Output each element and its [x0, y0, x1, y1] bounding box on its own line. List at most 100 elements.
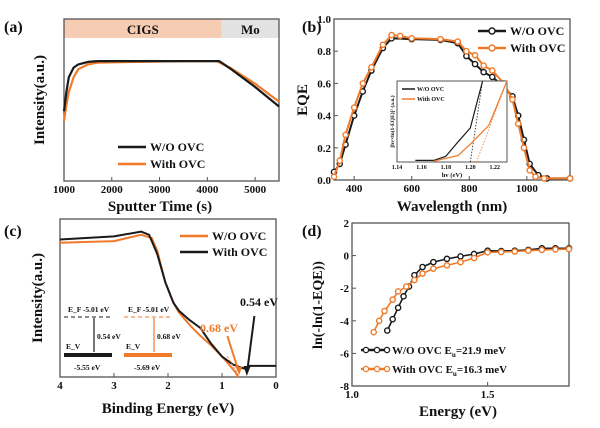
black-arrow-head	[243, 366, 251, 376]
data-point-orange	[375, 317, 383, 325]
data-point-orange	[538, 246, 546, 254]
panel-label-d: (d)	[302, 223, 322, 240]
data-point-black	[389, 315, 396, 323]
y-tick-label: 0.2	[317, 143, 331, 155]
valence-band-label: E_V	[126, 342, 141, 351]
data-point-orange	[389, 296, 396, 303]
y-tick-label: 0	[344, 251, 350, 263]
inset-tangent-orange	[476, 80, 508, 163]
y-tick-label: 0.8	[317, 46, 331, 58]
legend-marker	[373, 346, 381, 354]
data-point-orange	[430, 265, 437, 272]
x-tick-label: 5000	[244, 184, 267, 196]
x-tick-label: 3000	[149, 184, 172, 196]
x-tick-label: 1.0	[345, 389, 359, 401]
data-point-orange	[540, 175, 548, 182]
y-tick-label: -6	[340, 348, 350, 360]
panel-a: (a) Sputter Time (s) Intensity(a.u.) CIG…	[4, 18, 280, 215]
x-tick-label: 1	[219, 380, 225, 392]
valence-band-label: E_V	[66, 342, 81, 351]
data-point-orange	[514, 120, 522, 127]
legend-marker	[383, 365, 391, 373]
data-point-orange	[526, 167, 534, 174]
x-tick-label: 1.5	[481, 389, 495, 401]
x-tick-label: 1000	[53, 184, 76, 196]
xlabel-b: Wavelength (nm)	[397, 199, 507, 215]
x-tick-label: 800	[461, 183, 478, 195]
panel-label-b: (b)	[302, 19, 322, 36]
gap-label: 0.68 eV	[157, 332, 181, 341]
legend-label-suffix: =21.9 meV	[456, 345, 506, 357]
region-band-mo	[221, 19, 279, 38]
data-point-orange	[402, 283, 410, 290]
legend-marker	[383, 346, 391, 354]
inset-x-tick-label: 1.20	[465, 165, 476, 171]
data-point-black	[383, 327, 391, 334]
data-point-orange	[419, 270, 426, 277]
inset-ylabel: [hv×ln(1-EQE)]² (a.u.)	[389, 95, 396, 147]
series-line-black	[62, 59, 280, 112]
x-tick-label: 3	[111, 380, 117, 392]
data-point-orange	[394, 288, 402, 295]
data-point-orange	[443, 262, 451, 269]
ylabel-c: Intensity(a.u.)	[30, 253, 46, 343]
panel-d: (d) Energy (eV) ln(-ln(1-EQE)) 1.0 1.5 2 0 -…	[302, 218, 573, 420]
inset-legend-label: W/O OVC	[417, 87, 444, 93]
onset-label-orange: 0.68 eV	[200, 321, 238, 335]
x-tick-label: 400	[346, 183, 363, 195]
legend-label: With OVC Eu=16.3 meV	[392, 364, 507, 378]
ylabel-a: Intensity(a.u.)	[32, 55, 48, 145]
orange-arrow-head	[234, 366, 242, 375]
data-point-black	[480, 68, 487, 76]
data-point-orange	[454, 38, 462, 45]
legend-label: W/O OVC	[510, 24, 564, 38]
data-point-orange	[471, 51, 479, 59]
data-point-orange	[484, 249, 491, 256]
data-point-black	[394, 304, 402, 312]
y-tick-label: 0.6	[317, 78, 331, 90]
series-line-orange	[59, 233, 240, 378]
legend-label-prefix: W/O OVC E	[392, 345, 452, 357]
legend-label-subscript: u	[453, 370, 457, 378]
panel-c: (c) Binding Energy (eV) Intensity(a.u.) …	[4, 218, 279, 417]
data-point-orange	[408, 35, 416, 42]
data-point-orange	[342, 131, 349, 139]
inset-x-tick-label: 1.18	[441, 165, 452, 171]
legend-label-subscript: u	[452, 351, 456, 359]
x-tick-label: 2000	[101, 184, 124, 196]
panel-label-c: (c)	[4, 223, 22, 240]
data-point-orange	[525, 247, 532, 255]
series-line-black	[386, 247, 569, 331]
xlabel-a: Sputter Time (s)	[108, 199, 212, 215]
region-label: CIGS	[127, 22, 159, 37]
inset-line-black	[415, 80, 484, 161]
ylabel-d: ln(-ln(1-EQE))	[311, 261, 326, 349]
y-tick-label: 2	[344, 218, 350, 230]
legend-marker	[488, 27, 496, 35]
inset-line-orange	[433, 80, 508, 162]
data-point-orange	[381, 307, 388, 315]
data-point-orange	[565, 245, 573, 253]
valence-band-value: -5.69 eV	[134, 363, 161, 372]
data-point-orange	[457, 258, 464, 266]
data-point-orange	[497, 248, 505, 256]
legend-label-suffix: =16.3 meV	[457, 364, 507, 376]
x-tick-label: 600	[403, 183, 420, 195]
legend-label: With OVC	[150, 157, 205, 171]
data-point-orange	[520, 144, 528, 152]
fermi-level-label: E_F -5.01 eV	[68, 305, 110, 314]
x-tick-label: 4000	[196, 184, 219, 196]
data-point-orange	[437, 35, 444, 43]
y-tick-label: -8	[340, 381, 350, 393]
data-point-orange	[396, 32, 404, 40]
legend-label: W/O OVC Eu=21.9 meV	[392, 345, 506, 359]
data-point-black	[488, 73, 496, 81]
x-tick-label: 4	[57, 380, 63, 392]
ylabel-b: EQE	[295, 84, 311, 116]
y-tick-label: -2	[340, 283, 350, 295]
plot-frame-b	[333, 18, 571, 181]
data-point-black	[430, 258, 437, 266]
data-point-orange	[330, 173, 338, 181]
data-point-black	[471, 60, 479, 68]
